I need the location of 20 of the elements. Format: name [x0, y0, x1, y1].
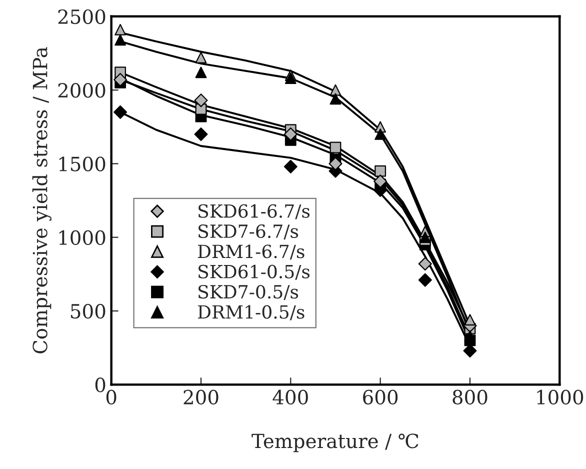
x-tick-label: 800 [452, 390, 488, 404]
y-tick-label: 2500 [58, 9, 106, 24]
y-tick-label: 0 [95, 378, 106, 392]
legend-label: DRM1-6.7/s [198, 244, 304, 260]
y-tick-label: 500 [71, 304, 106, 319]
legend-label: DRM1-0.5/s [198, 305, 304, 320]
x-tick-label: 600 [363, 390, 398, 404]
y-tick-label: 1000 [59, 230, 106, 245]
y-axis-title: Compressive yield stress / MPa [32, 47, 52, 354]
y-tick-label: 2000 [58, 83, 106, 98]
legend-label: SKD61-6.7/s [198, 204, 310, 220]
y-tick-label: 1500 [59, 156, 106, 172]
x-tick-label: 0 [106, 390, 116, 404]
legend-label: SKD7-6.7/s [198, 224, 298, 240]
x-tick-label: 400 [272, 390, 308, 404]
legend-label: SKD61-0.5/s [198, 264, 310, 280]
x-tick-label: 200 [184, 390, 218, 404]
x-axis-title: Temperature / ℃ [252, 434, 418, 452]
x-tick-label: 1000 [537, 390, 584, 404]
legend-label: SKD7-0.5/s [198, 284, 298, 300]
